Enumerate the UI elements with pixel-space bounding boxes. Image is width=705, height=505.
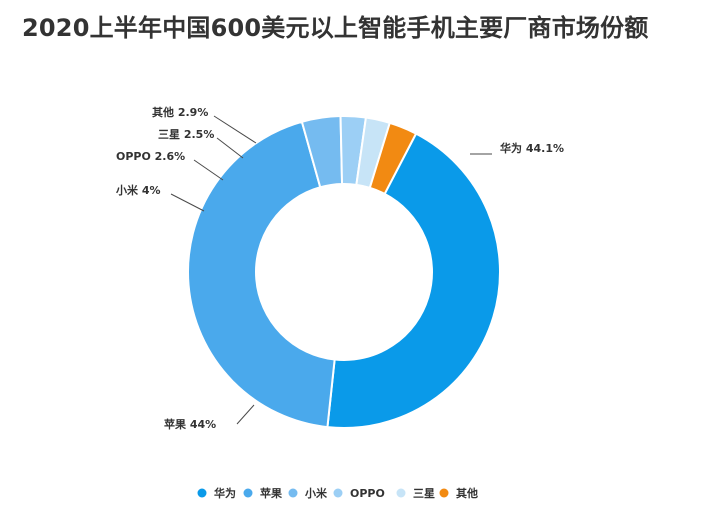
donut-slices xyxy=(187,115,501,429)
leader-line-其他 xyxy=(213,115,257,144)
legend-marker-三星 xyxy=(396,488,406,498)
legend-marker-小米 xyxy=(288,488,298,498)
legend-label-华为: 华为 xyxy=(214,486,236,500)
slice-其他 xyxy=(368,121,418,196)
legend-marker-oppo xyxy=(333,488,343,498)
leader-line-苹果 xyxy=(236,404,255,425)
data-label-苹果: 苹果 44% xyxy=(164,417,216,431)
data-label-华为: 华为 44.1% xyxy=(500,141,564,155)
legend-marker-其他 xyxy=(439,488,449,498)
data-label-小米: 小米 4% xyxy=(115,183,161,197)
legend-label-三星: 三星 xyxy=(413,487,435,500)
legend-label-苹果: 苹果 xyxy=(260,486,282,500)
legend-item-其他: 其他 xyxy=(439,486,478,500)
legend-item-苹果: 苹果 xyxy=(243,486,282,500)
data-label-其他: 其他 2.9% xyxy=(152,105,208,119)
legend-label-oppo: OPPO xyxy=(350,487,385,500)
legend-label-小米: 小米 xyxy=(304,486,328,500)
legend-item-oppo: OPPO xyxy=(333,487,385,500)
legend-item-华为: 华为 xyxy=(197,486,236,500)
legend: 华为 苹果 小米 OPPO 三星 其他 xyxy=(197,486,478,500)
slice-华为 xyxy=(326,132,501,429)
legend-item-小米: 小米 xyxy=(288,486,328,500)
data-label-oppo: OPPO 2.6% xyxy=(116,150,185,163)
legend-label-其他: 其他 xyxy=(456,486,478,500)
legend-item-三星: 三星 xyxy=(396,487,435,500)
slice-labels: 华为 44.1% 苹果 44% 小米 4% OPPO 2.6% 三星 2.5% 其他 2.… xyxy=(115,105,564,431)
legend-marker-华为 xyxy=(197,488,207,498)
leader-line-oppo xyxy=(193,159,224,181)
data-label-三星: 三星 2.5% xyxy=(158,128,214,141)
legend-marker-苹果 xyxy=(243,488,253,498)
leader-line-三星 xyxy=(216,137,244,159)
slice-苹果 xyxy=(187,120,336,429)
leader-line-小米 xyxy=(170,193,205,212)
chart-title: 2020上半年中国600美元以上智能手机主要厂商市场份额 xyxy=(22,14,649,42)
